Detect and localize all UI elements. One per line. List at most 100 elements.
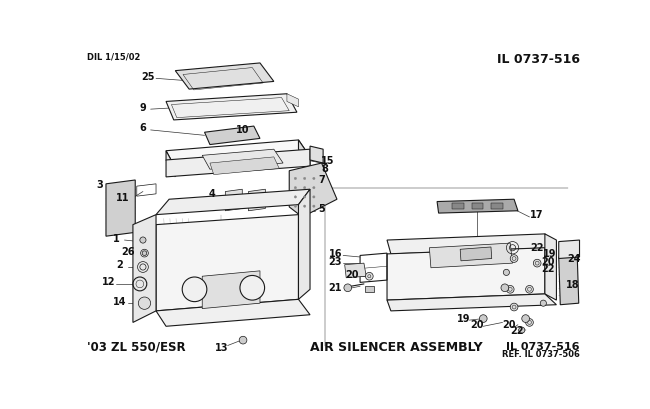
- Polygon shape: [106, 180, 135, 236]
- Circle shape: [519, 327, 525, 333]
- Polygon shape: [202, 271, 260, 308]
- Circle shape: [506, 285, 514, 293]
- Text: 12: 12: [101, 277, 115, 288]
- Text: 10: 10: [237, 125, 250, 135]
- Circle shape: [240, 275, 265, 300]
- Polygon shape: [202, 149, 283, 169]
- Polygon shape: [387, 294, 556, 311]
- Polygon shape: [156, 299, 310, 326]
- Circle shape: [304, 196, 306, 198]
- Text: AIR SILENCER ASSEMBLY: AIR SILENCER ASSEMBLY: [310, 341, 483, 354]
- Text: 26: 26: [121, 247, 135, 256]
- Text: 22: 22: [510, 326, 524, 336]
- Polygon shape: [205, 126, 260, 144]
- Text: 4: 4: [209, 189, 216, 199]
- Polygon shape: [156, 215, 298, 311]
- Circle shape: [501, 284, 509, 292]
- Circle shape: [510, 303, 518, 311]
- Circle shape: [239, 336, 247, 344]
- Circle shape: [304, 187, 306, 189]
- Polygon shape: [387, 248, 545, 300]
- Polygon shape: [559, 240, 580, 258]
- Polygon shape: [545, 234, 556, 300]
- Circle shape: [522, 315, 530, 322]
- Polygon shape: [460, 247, 492, 261]
- Text: IL 0737-516: IL 0737-516: [506, 342, 580, 353]
- Polygon shape: [166, 94, 297, 120]
- Polygon shape: [298, 140, 310, 166]
- Text: 20: 20: [471, 320, 484, 330]
- Circle shape: [526, 319, 534, 326]
- Circle shape: [294, 196, 296, 198]
- Text: 19: 19: [456, 314, 470, 324]
- Polygon shape: [248, 189, 265, 211]
- Text: 11: 11: [116, 193, 129, 203]
- Text: REF. IL 0737-506: REF. IL 0737-506: [502, 351, 580, 360]
- Polygon shape: [491, 203, 502, 209]
- Circle shape: [304, 177, 306, 180]
- Polygon shape: [472, 203, 484, 209]
- Circle shape: [313, 177, 315, 180]
- Text: 19: 19: [543, 249, 556, 259]
- Polygon shape: [166, 149, 310, 177]
- Text: 14: 14: [113, 297, 127, 307]
- Text: 1: 1: [113, 234, 120, 243]
- Circle shape: [365, 272, 373, 280]
- Text: 22: 22: [530, 243, 544, 253]
- Circle shape: [140, 237, 146, 243]
- Text: 2: 2: [116, 261, 124, 270]
- Polygon shape: [176, 63, 274, 89]
- Circle shape: [294, 187, 296, 189]
- Text: IL 0737-516: IL 0737-516: [497, 53, 580, 66]
- Circle shape: [182, 277, 207, 302]
- Polygon shape: [365, 286, 374, 292]
- Text: 3: 3: [96, 180, 103, 190]
- Polygon shape: [559, 256, 578, 305]
- Polygon shape: [133, 215, 156, 322]
- Text: 21: 21: [329, 283, 342, 293]
- Polygon shape: [289, 163, 337, 217]
- Polygon shape: [287, 94, 298, 107]
- Text: 8: 8: [321, 164, 328, 174]
- Text: '03 ZL 550/ESR: '03 ZL 550/ESR: [86, 340, 185, 353]
- Polygon shape: [310, 146, 323, 163]
- Polygon shape: [166, 140, 310, 168]
- Circle shape: [540, 300, 547, 306]
- Circle shape: [510, 255, 518, 262]
- Text: 6: 6: [140, 124, 146, 133]
- Polygon shape: [430, 243, 513, 268]
- Polygon shape: [387, 234, 552, 254]
- Polygon shape: [210, 157, 280, 175]
- Polygon shape: [452, 203, 464, 209]
- Circle shape: [294, 177, 296, 180]
- Text: 15: 15: [321, 156, 335, 166]
- Circle shape: [313, 205, 315, 207]
- Text: 20: 20: [346, 270, 359, 280]
- Text: 20: 20: [502, 320, 516, 330]
- Text: 25: 25: [142, 72, 155, 82]
- Circle shape: [142, 251, 147, 256]
- Circle shape: [313, 196, 315, 198]
- Text: 17: 17: [530, 210, 544, 220]
- Polygon shape: [226, 189, 242, 211]
- Polygon shape: [344, 263, 366, 278]
- Text: 24: 24: [567, 254, 581, 264]
- Text: 22: 22: [541, 264, 554, 274]
- Text: DIL 1/15/02: DIL 1/15/02: [86, 53, 140, 62]
- Polygon shape: [166, 151, 176, 177]
- Circle shape: [480, 315, 487, 322]
- Circle shape: [344, 284, 352, 292]
- Circle shape: [526, 285, 534, 293]
- Circle shape: [138, 297, 151, 309]
- Text: 5: 5: [318, 204, 325, 214]
- Text: 13: 13: [214, 343, 228, 353]
- Polygon shape: [437, 199, 518, 213]
- Circle shape: [533, 259, 541, 267]
- Text: 16: 16: [329, 249, 342, 259]
- Text: 23: 23: [329, 256, 342, 267]
- Text: 9: 9: [140, 103, 146, 112]
- Text: 18: 18: [566, 280, 579, 290]
- Polygon shape: [298, 189, 310, 299]
- Circle shape: [294, 205, 296, 207]
- Text: 20: 20: [541, 256, 554, 267]
